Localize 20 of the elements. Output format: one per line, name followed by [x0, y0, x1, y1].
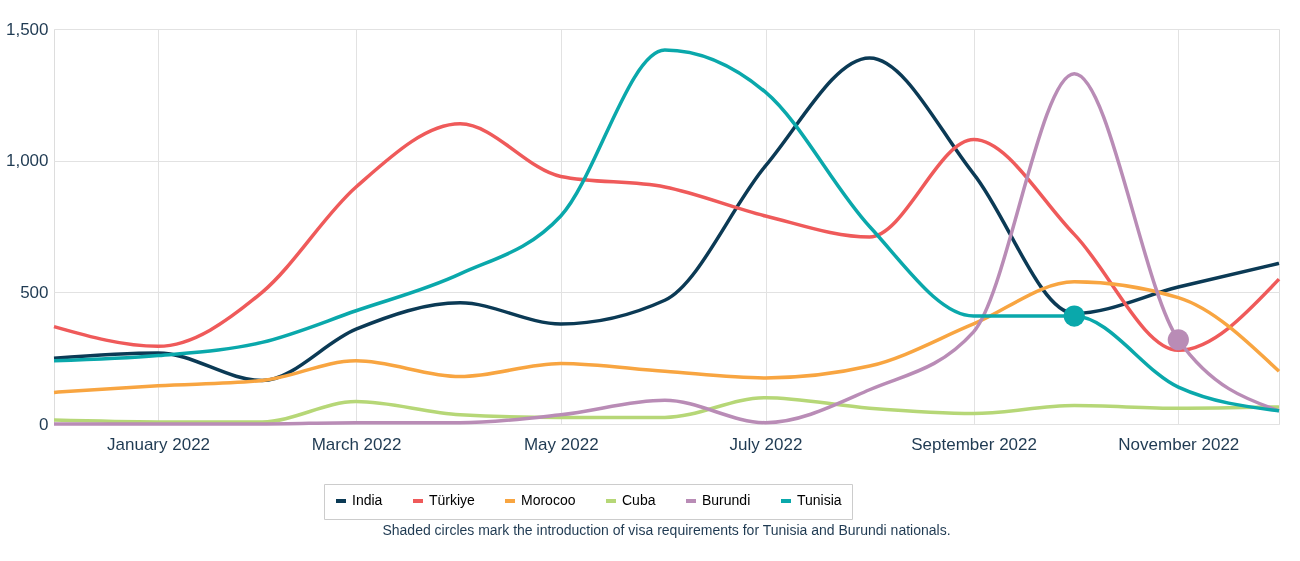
line-series	[52, 395, 1281, 424]
legend-label: India	[352, 492, 383, 508]
line-series	[52, 122, 1281, 353]
legend-label: Cuba	[622, 492, 656, 508]
y-tick-label: 0	[39, 414, 49, 434]
x-tick-label: March 2022	[311, 434, 402, 454]
legend-label: Tunisia	[797, 492, 842, 508]
x-tick-label: September 2022	[911, 434, 1037, 454]
legend-label: Morocoo	[521, 492, 576, 508]
x-tick-label: January 2022	[107, 434, 211, 454]
line-series	[52, 280, 1281, 395]
text: Shaded circles mark the introduction of visa requirements for Tunisia and Burundi nationals.	[382, 521, 951, 538]
legend-label: Türkiye	[429, 492, 476, 508]
y-tick-label: 500	[20, 282, 49, 302]
y-tick-label: 1,000	[5, 151, 49, 171]
x-tick-label: July 2022	[729, 434, 803, 454]
x-tick-label: November 2022	[1118, 434, 1240, 454]
legend-label: Burundi	[702, 492, 751, 508]
y-tick-label: 1,500	[5, 19, 49, 39]
x-tick-label: May 2022	[523, 434, 599, 454]
